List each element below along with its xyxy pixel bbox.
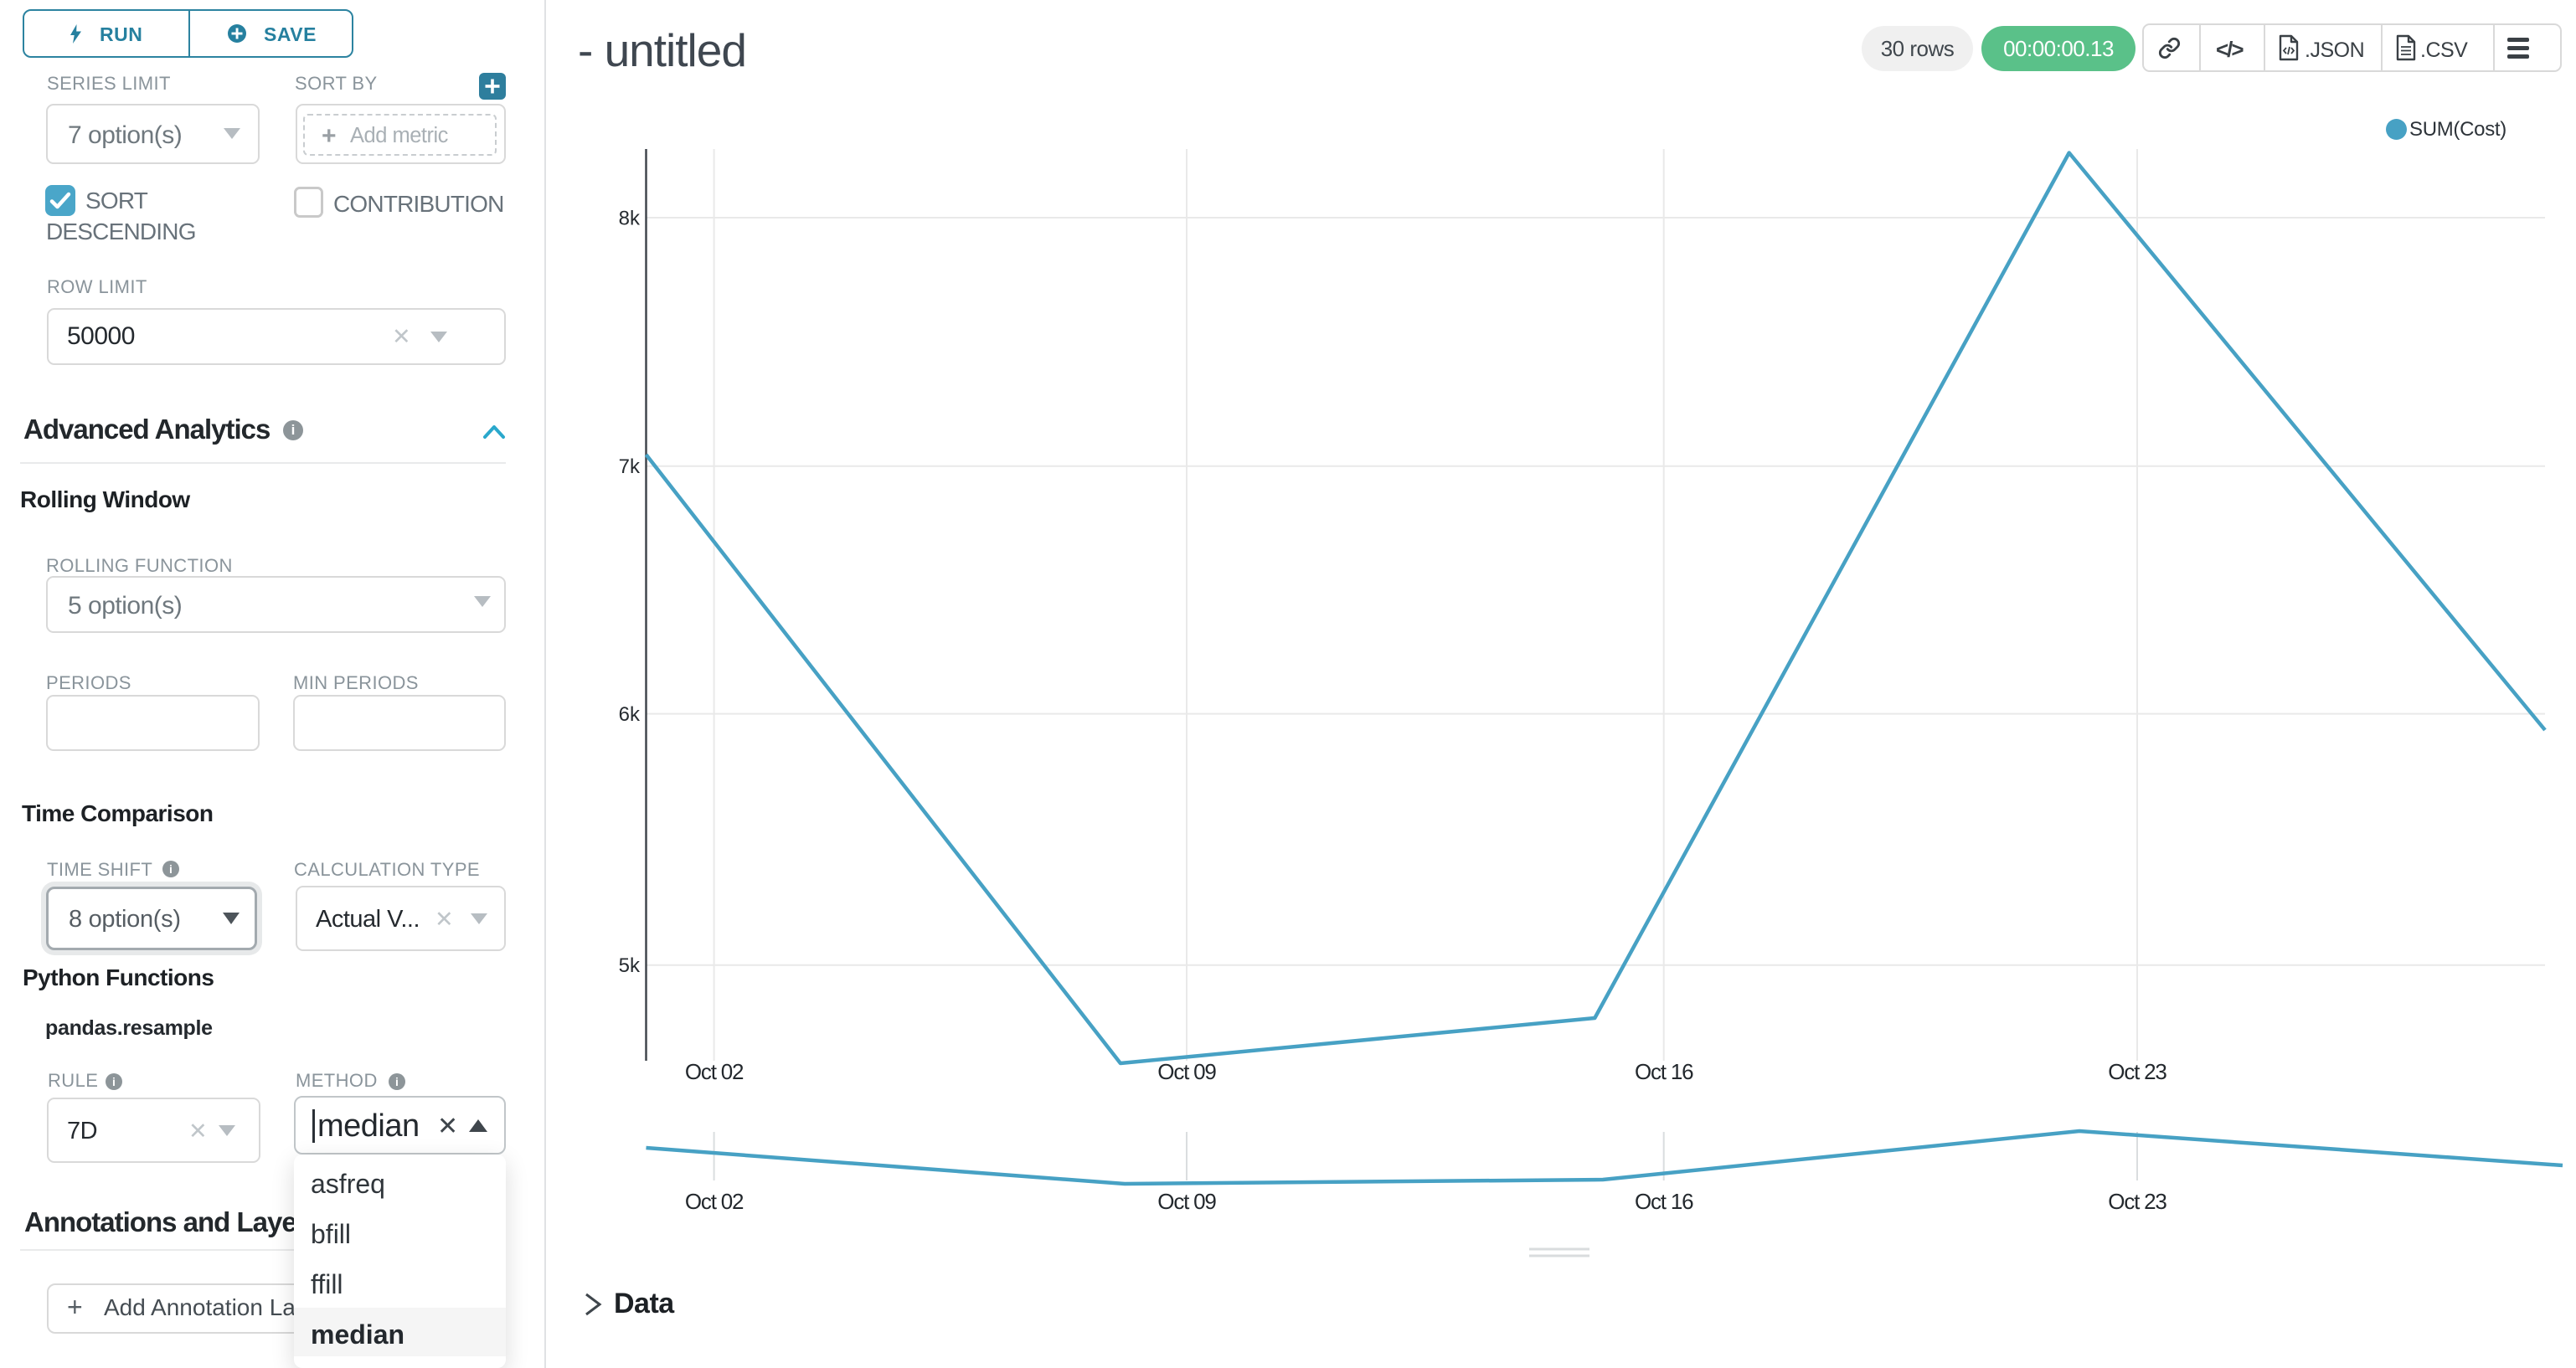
svg-text:5k: 5k (619, 954, 641, 977)
svg-text:Oct 23: Oct 23 (2108, 1059, 2166, 1084)
svg-text:Oct 09: Oct 09 (1157, 1059, 1216, 1084)
svg-text:Oct 02: Oct 02 (685, 1189, 744, 1214)
svg-text:Oct 16: Oct 16 (1635, 1189, 1693, 1214)
svg-text:8k: 8k (619, 208, 641, 230)
svg-text:Oct 02: Oct 02 (685, 1059, 744, 1084)
svg-text:6k: 6k (619, 703, 641, 726)
svg-text:Oct 23: Oct 23 (2108, 1189, 2166, 1214)
svg-text:Oct 09: Oct 09 (1157, 1189, 1216, 1214)
svg-text:Oct 16: Oct 16 (1635, 1059, 1693, 1084)
svg-text:7k: 7k (619, 455, 641, 478)
